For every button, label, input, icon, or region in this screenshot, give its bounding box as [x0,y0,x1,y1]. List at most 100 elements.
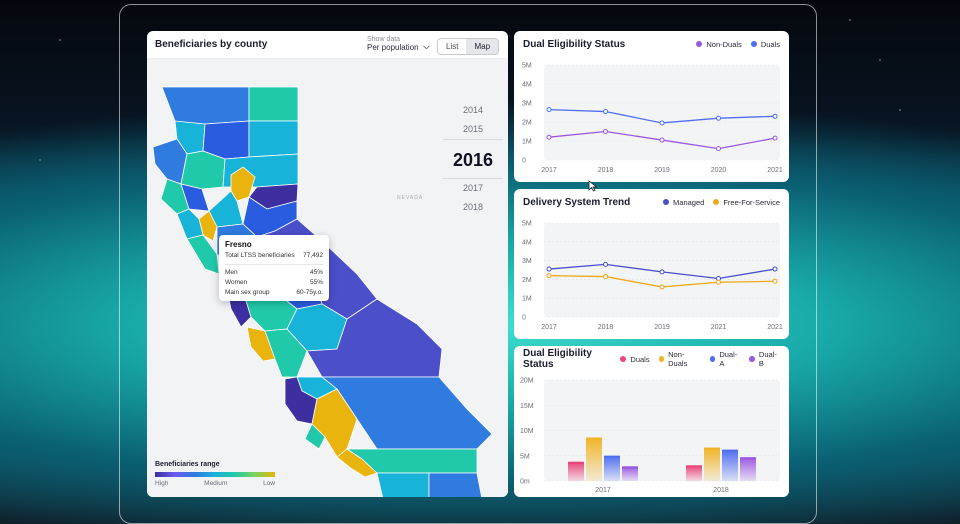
data-point [772,266,778,272]
tooltip-county-name: Fresno [225,240,252,249]
x-tick-label: 2019 [654,324,670,331]
legend-item[interactable]: Non-Duals [696,40,742,49]
bar-cap [604,455,620,458]
show-data-select[interactable]: Show data Per population [367,36,430,52]
beneficiaries-map-panel: Beneficiaries by county Show data Per po… [147,31,508,497]
legend-high: High [155,480,169,487]
legend-low: Low [263,480,275,487]
y-tick-label: 4M [522,82,532,89]
x-tick-label: 2021 [767,167,783,174]
show-data-value: Per population [367,43,419,52]
legend-label: Duals [630,354,650,364]
selected-year[interactable]: 2016 [443,139,503,179]
bar [586,437,602,481]
legend-item[interactable]: Duals [750,40,780,49]
dual-eligibility-bar-chart: Dual Eligibility Status Duals Non-Duals … [514,346,789,497]
county-region[interactable] [376,472,430,497]
data-point [603,274,608,280]
chart-plot: 0 1M 2M 3M 4M 5M 2017 2018 2019 2021 2021 [522,221,783,332]
county-region[interactable] [152,138,188,185]
data-point [546,107,552,113]
county-region[interactable] [180,150,226,190]
county-region[interactable] [176,208,204,240]
bar-cap [568,461,584,464]
y-tick-label: 10M [520,428,534,435]
show-data-value-wrap: Per population [367,43,430,52]
year-selector: 2014 2015 2016 2017 2018 [443,101,503,217]
data-point [659,120,665,126]
legend-item[interactable]: Dual-B [749,350,780,368]
legend-item[interactable]: Non-Duals [658,350,701,368]
legend-item[interactable]: Managed [663,198,704,207]
legend-title: Beneficiaries range [155,461,220,468]
map-legend: Beneficiaries range High Medium Low [155,461,275,487]
y-tick-label: 2M [522,120,532,127]
state-label-nevada: NEVADA [397,195,424,201]
data-point [603,129,608,134]
chart-title: Dual Eligibility Status [523,38,626,50]
legend-item[interactable]: Duals [620,354,650,364]
x-tick-label: 2018 [713,487,729,494]
dual-eligibility-line-chart: Dual Eligibility Status Non-Duals Duals … [514,31,789,182]
data-point [546,273,552,279]
show-data-label: Show data [367,36,401,43]
year-option[interactable]: 2018 [462,202,484,212]
bar-cap [722,449,738,452]
legend-dot [620,356,627,362]
tooltip-row: Women 55% [225,279,323,286]
chart-title: Dual Eligibility Status [523,348,592,370]
legend-item[interactable]: Dual-A [709,350,741,368]
county-region[interactable] [248,120,299,158]
data-point [546,266,552,272]
legend-label: Free-For-Service [723,197,780,207]
tooltip-row-label: Main sex group [225,289,270,296]
year-option[interactable]: 2015 [462,124,484,134]
tooltip-row-value: 55% [309,279,323,286]
x-tick-label: 2019 [654,167,670,174]
chart-plot: 0 1M 2M 3M 4M 5M 2017 2018 2019 2020 2021 [522,63,783,175]
y-tick-label: 2M [522,277,532,284]
bar [722,449,738,481]
data-point [659,137,665,143]
map-view-button[interactable]: Map [466,39,499,54]
tooltip-total-value: 77,492 [303,252,323,259]
year-option[interactable]: 2014 [462,105,484,115]
county-region[interactable] [246,326,276,362]
tooltip-row: Men 45% [225,269,323,276]
y-tick-label: 0 [522,158,526,165]
data-point [659,269,665,275]
legend-item[interactable]: Free-For-Service [713,198,780,207]
tooltip-row-value: 60-75y.o. [296,289,323,296]
list-view-button[interactable]: List [446,42,459,51]
legend-label: Dual-A [719,350,738,368]
county-region[interactable] [428,472,483,497]
mouse-cursor-icon [588,180,598,192]
x-tick-label: 2020 [711,167,727,174]
chart-plot: 0m 5M 10M 15M 20M 2017 2018 [520,378,780,494]
county-region[interactable] [248,86,299,122]
legend-gradient [155,472,275,477]
bar-cap [686,465,702,468]
year-option[interactable]: 2017 [462,183,484,193]
county-map[interactable]: NEVADA 2014 2015 2016 2017 2018 Fresno T… [147,59,508,497]
chart-legend: Managed Free-For-Service [663,198,780,207]
data-point [716,146,721,152]
x-tick-label: 2017 [541,167,557,174]
chart-header: Delivery System Trend Managed Free-For-S… [514,189,789,215]
chart-legend: Duals Non-Duals Dual-A Dual-B [620,350,780,368]
chevron-down-icon [422,45,430,50]
county-region[interactable] [186,234,220,275]
plot-background [544,65,780,160]
data-point [716,279,721,285]
x-tick-label: 2018 [598,167,614,174]
y-tick-label: 3M [522,101,532,108]
y-tick-label: 1M [522,139,532,146]
county-region[interactable] [304,423,326,450]
legend-dot [713,199,720,205]
x-tick-label: 2018 [598,324,614,331]
legend-label: Managed [673,197,705,207]
legend-dot [658,356,665,362]
y-tick-label: 15M [520,403,534,410]
y-tick-label: 20M [520,378,534,385]
data-point [772,278,778,284]
